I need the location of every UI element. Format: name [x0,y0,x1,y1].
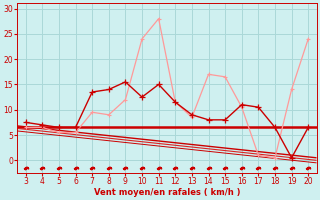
X-axis label: Vent moyen/en rafales ( km/h ): Vent moyen/en rafales ( km/h ) [94,188,240,197]
